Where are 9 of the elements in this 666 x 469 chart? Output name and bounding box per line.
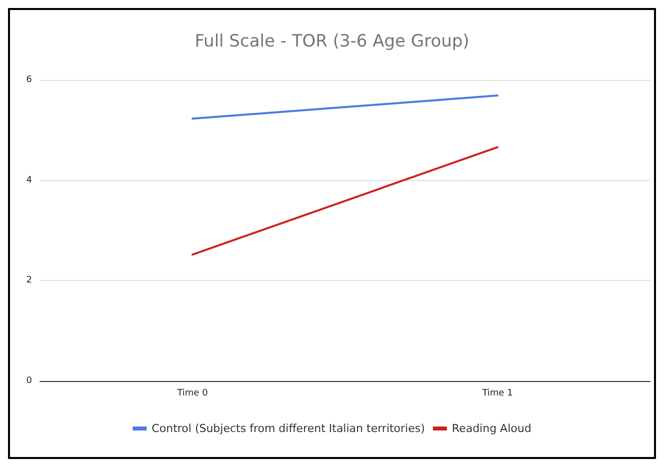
chart-title: Full Scale - TOR (3-6 Age Group) xyxy=(194,32,470,52)
y-tick-label: 0 xyxy=(26,376,32,386)
y-tick-label: 6 xyxy=(26,75,32,85)
y-tick-label: 2 xyxy=(26,276,32,286)
y-tick-label: 4 xyxy=(26,175,32,186)
x-tick-label: Time 0 xyxy=(176,388,208,398)
legend-label: Reading Aloud xyxy=(452,422,532,435)
x-tick-label: Time 1 xyxy=(481,388,513,398)
legend-label: Control (Subjects from different Italian territories) xyxy=(152,422,425,435)
